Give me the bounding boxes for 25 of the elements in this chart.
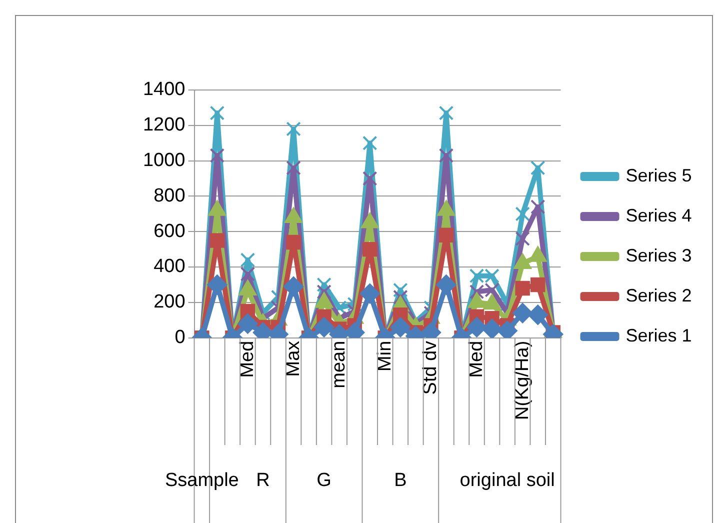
y-tick-label: 0 — [174, 327, 186, 348]
text: original soil — [460, 470, 555, 492]
x-tick-label: Std dv — [420, 340, 442, 395]
legend-label: Series 1 — [626, 325, 692, 346]
y-tick-label: 1000 — [142, 150, 186, 172]
y-tick-label: 1200 — [142, 114, 186, 136]
y-tick-label: 800 — [154, 185, 186, 206]
text: Ssample — [164, 470, 239, 492]
y-tick-label: 400 — [154, 256, 186, 278]
x-tick-label: N(Kg/Ha) — [512, 340, 533, 420]
text: B — [394, 470, 407, 492]
legend-label: Series 2 — [626, 285, 692, 306]
x-tick-label: Max — [282, 340, 304, 377]
x-tick-label: Min — [374, 340, 396, 372]
x-tick-label: mean — [328, 340, 350, 388]
text: R — [256, 470, 270, 492]
y-tick-label: 200 — [154, 292, 186, 313]
legend-label: Series 4 — [626, 205, 692, 226]
x-tick-label: Med — [466, 340, 487, 378]
text: G — [316, 470, 332, 492]
y-tick-label: 600 — [154, 220, 186, 242]
x-tick-label: Med — [236, 340, 258, 378]
y-tick-label: 1400 — [142, 79, 186, 100]
legend-label: Series 3 — [626, 245, 692, 266]
legend-label: Series 5 — [626, 165, 692, 186]
